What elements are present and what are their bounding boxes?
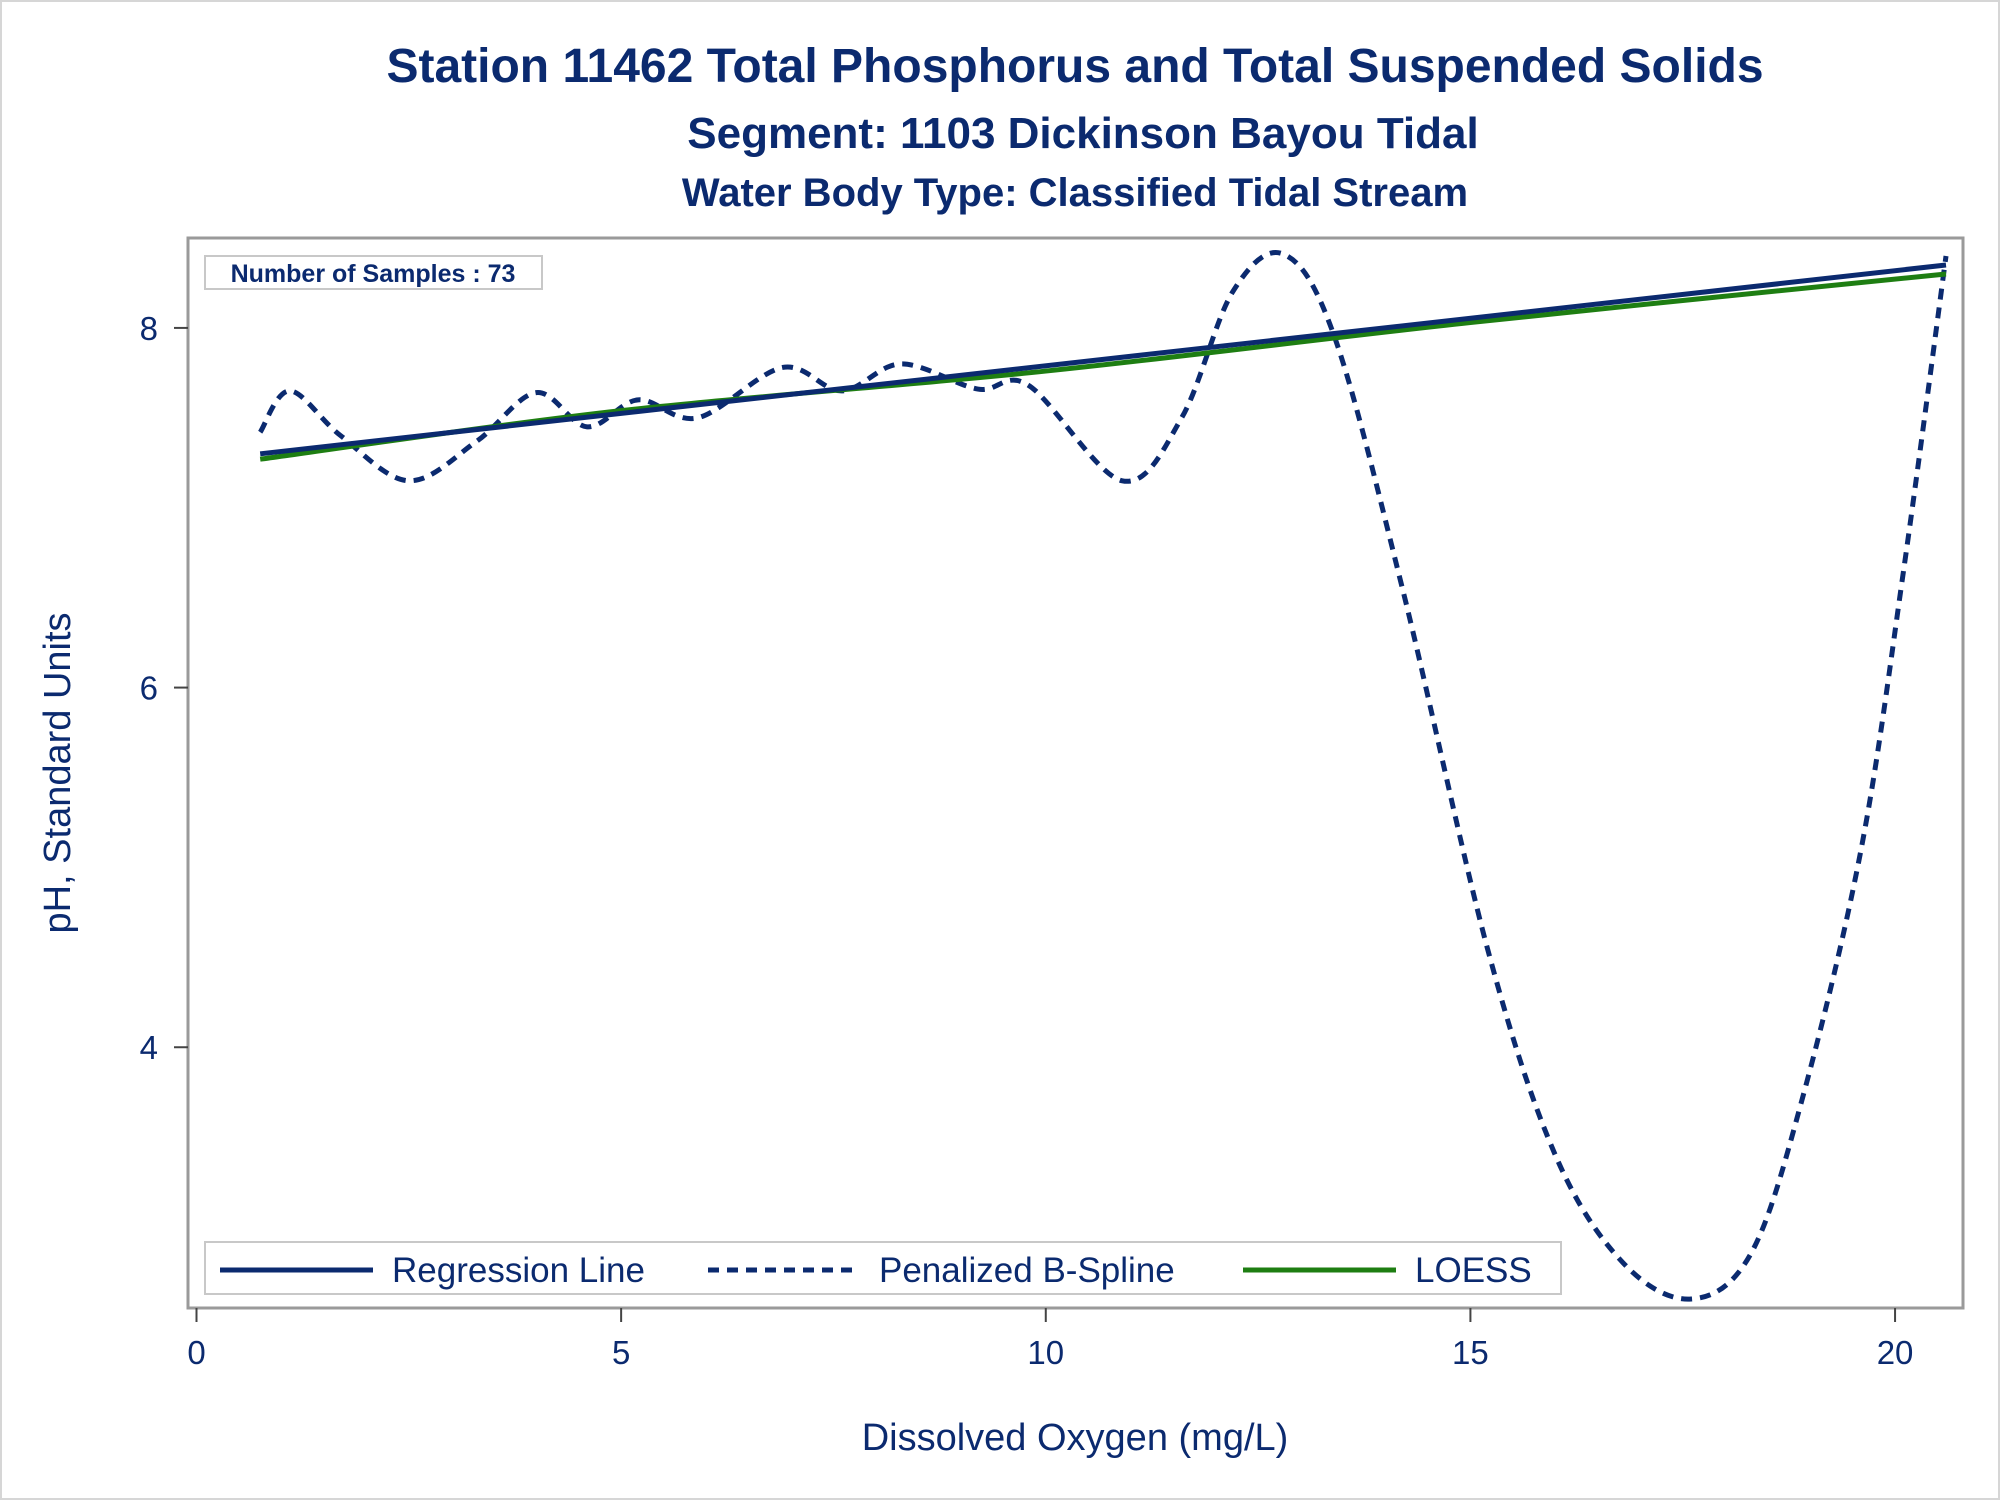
series-group — [258, 250, 1949, 1302]
inset-box-border — [204, 255, 543, 290]
x-axis-label: Dissolved Oxygen (mg/L) — [862, 1417, 1289, 1459]
chart-subtitle-2: Water Body Type: Classified Tidal Stream — [682, 171, 1468, 215]
loess-line — [259, 271, 1947, 462]
legend-label-regression: Regression Line — [392, 1251, 645, 1290]
y-axis-label: pH, Standard Units — [37, 612, 79, 933]
axes: 0 5 10 15 20 4 6 8 — [140, 310, 1914, 1371]
inset-label: Number of Samples : 73 — [231, 260, 516, 288]
chart-title: Station 11462 Total Phosphorus and Total… — [386, 40, 1763, 93]
regression-line — [259, 262, 1947, 457]
legend-label-spline: Penalized B-Spline — [879, 1251, 1175, 1290]
x-tick-label: 20 — [1877, 1334, 1914, 1371]
x-tick-label: 10 — [1027, 1334, 1064, 1371]
y-tick-label: 4 — [140, 1029, 158, 1066]
chart-subtitle: Segment: 1103 Dickinson Bayou Tidal — [687, 109, 1478, 158]
x-tick-label: 0 — [187, 1334, 205, 1371]
penalized-b-spline-line — [258, 250, 1949, 1302]
y-tick-label: 8 — [140, 310, 158, 347]
legend-label-loess: LOESS — [1415, 1251, 1532, 1290]
x-tick-label: 5 — [612, 1334, 630, 1371]
inset-box: Number of Samples : 73 — [204, 255, 543, 290]
y-tick-label: 6 — [140, 670, 158, 707]
x-tick-label: 15 — [1452, 1334, 1489, 1371]
plot-area — [186, 236, 1965, 1310]
legend: Regression Line Penalized B-Spline LOESS — [204, 1241, 1562, 1295]
